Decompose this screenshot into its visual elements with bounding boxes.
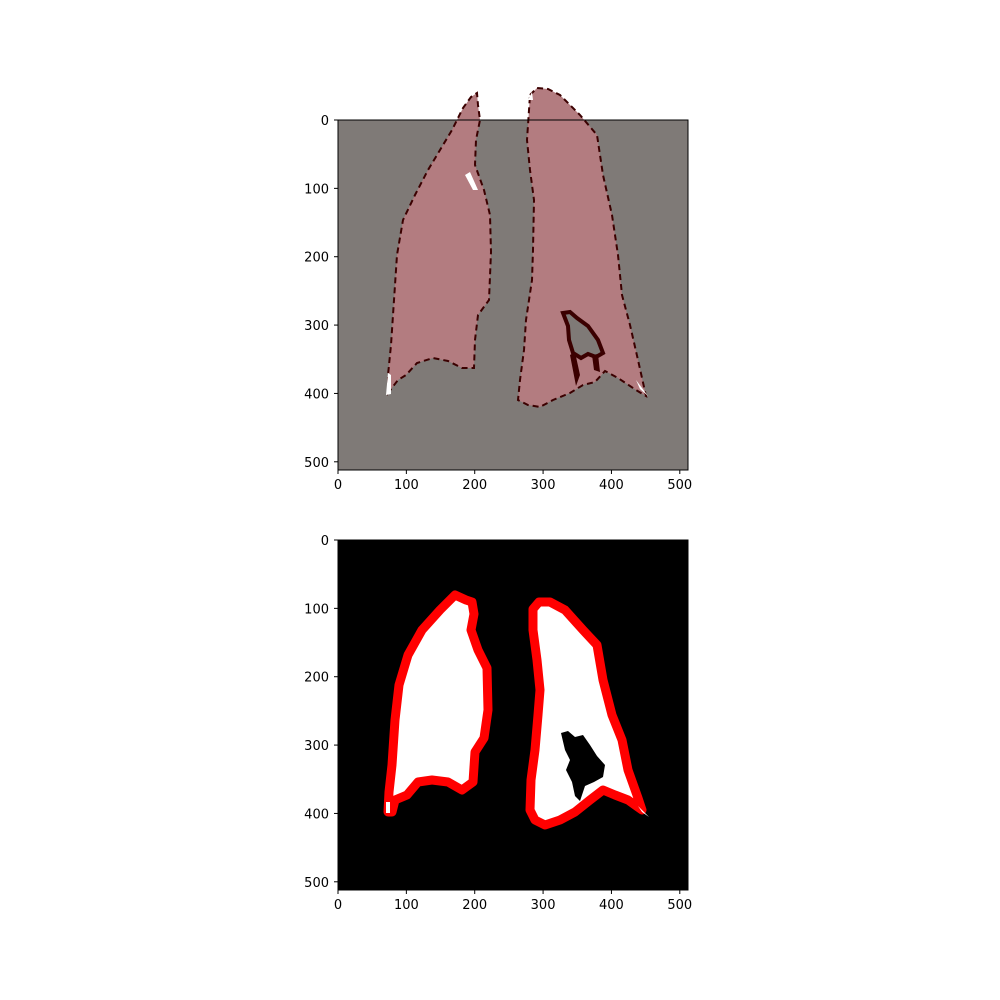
x-tick-label: 500 — [667, 898, 692, 913]
overlay-image-background — [338, 120, 688, 470]
x-tick-label: 300 — [531, 898, 556, 913]
y-tick-label: 0 — [321, 114, 329, 129]
y-tick-label: 100 — [304, 182, 329, 197]
overlay-lung-left — [387, 91, 493, 396]
mask-lung-left-spur — [386, 802, 390, 813]
mask-ticks: 0 100 200 300 400 500 0 100 200 300 400 500 — [304, 534, 692, 913]
x-tick-label: 400 — [599, 478, 624, 493]
x-tick-label: 100 — [394, 478, 419, 493]
y-tick-label: 500 — [304, 876, 329, 891]
mask-lung-left — [383, 590, 493, 817]
overlay-cavity-dark-streaks — [570, 352, 600, 386]
y-tick-label: 400 — [304, 387, 329, 402]
mask-axes-frame — [337, 539, 689, 891]
y-tick-label: 200 — [304, 671, 329, 686]
y-tick-label: 0 — [321, 534, 329, 549]
x-tick-label: 100 — [394, 898, 419, 913]
y-tick-label: 500 — [304, 456, 329, 471]
x-tick-label: 400 — [599, 898, 624, 913]
x-tick-label: 300 — [531, 478, 556, 493]
x-tick-label: 200 — [462, 898, 487, 913]
mask-image-background — [338, 540, 688, 890]
overlay-axes-frame — [337, 119, 689, 471]
y-tick-label: 300 — [304, 739, 329, 754]
mask-cavity — [561, 731, 605, 801]
x-tick-label: 500 — [667, 478, 692, 493]
x-tick-label: 200 — [462, 478, 487, 493]
x-tick-label: 0 — [334, 478, 342, 493]
mask-lung-right — [525, 597, 647, 830]
y-tick-label: 100 — [304, 602, 329, 617]
mask-panel — [337, 539, 689, 891]
mask-lung-right-tip — [638, 806, 649, 817]
x-tick-label: 0 — [334, 898, 342, 913]
y-tick-label: 300 — [304, 319, 329, 334]
overlay-ticks: 0 100 200 300 400 500 0 100 200 300 400 500 — [304, 114, 692, 493]
y-tick-label: 400 — [304, 807, 329, 822]
overlay-panel — [337, 86, 689, 471]
overlay-lung-right — [516, 86, 648, 409]
y-tick-label: 200 — [304, 251, 329, 266]
